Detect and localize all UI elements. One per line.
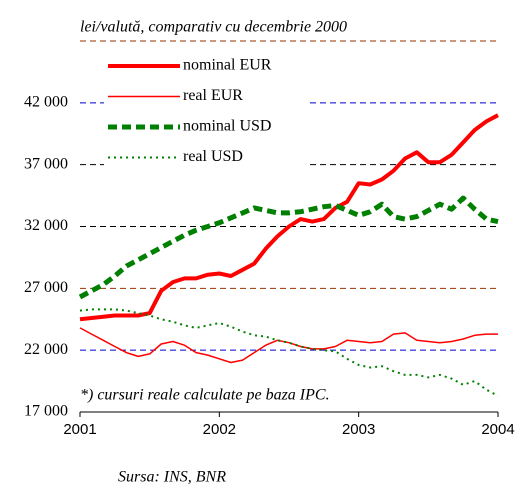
y-tick-label: 27 000 — [24, 279, 68, 296]
y-tick-label: 42 000 — [24, 94, 68, 111]
y-tick-label: 22 000 — [24, 341, 68, 358]
legend-label: nominal EUR — [183, 57, 272, 74]
series-line — [78, 195, 499, 300]
y-tick-label: 32 000 — [24, 217, 68, 234]
note: *) cursuri reale calculate pe baza IPC. — [80, 387, 330, 404]
series-line — [79, 327, 498, 364]
chart-subtitle: lei/valută, comparativ cu decembrie 2000 — [80, 19, 347, 36]
legend-label: real EUR — [183, 87, 243, 104]
x-tick-label: 2004 — [481, 421, 514, 438]
legend-bg — [104, 52, 310, 170]
x-tick-label: 2003 — [342, 421, 375, 438]
source: Sursa: INS, BNR — [118, 469, 226, 486]
legend-label: nominal USD — [183, 118, 271, 135]
series-line — [79, 308, 499, 397]
y-tick-label: 37 000 — [24, 155, 68, 172]
legend-label: real USD — [183, 148, 243, 165]
series-line — [79, 113, 499, 322]
y-tick-label: 17 000 — [24, 403, 68, 420]
x-tick-label: 2001 — [63, 421, 96, 438]
x-tick-label: 2002 — [203, 421, 236, 438]
